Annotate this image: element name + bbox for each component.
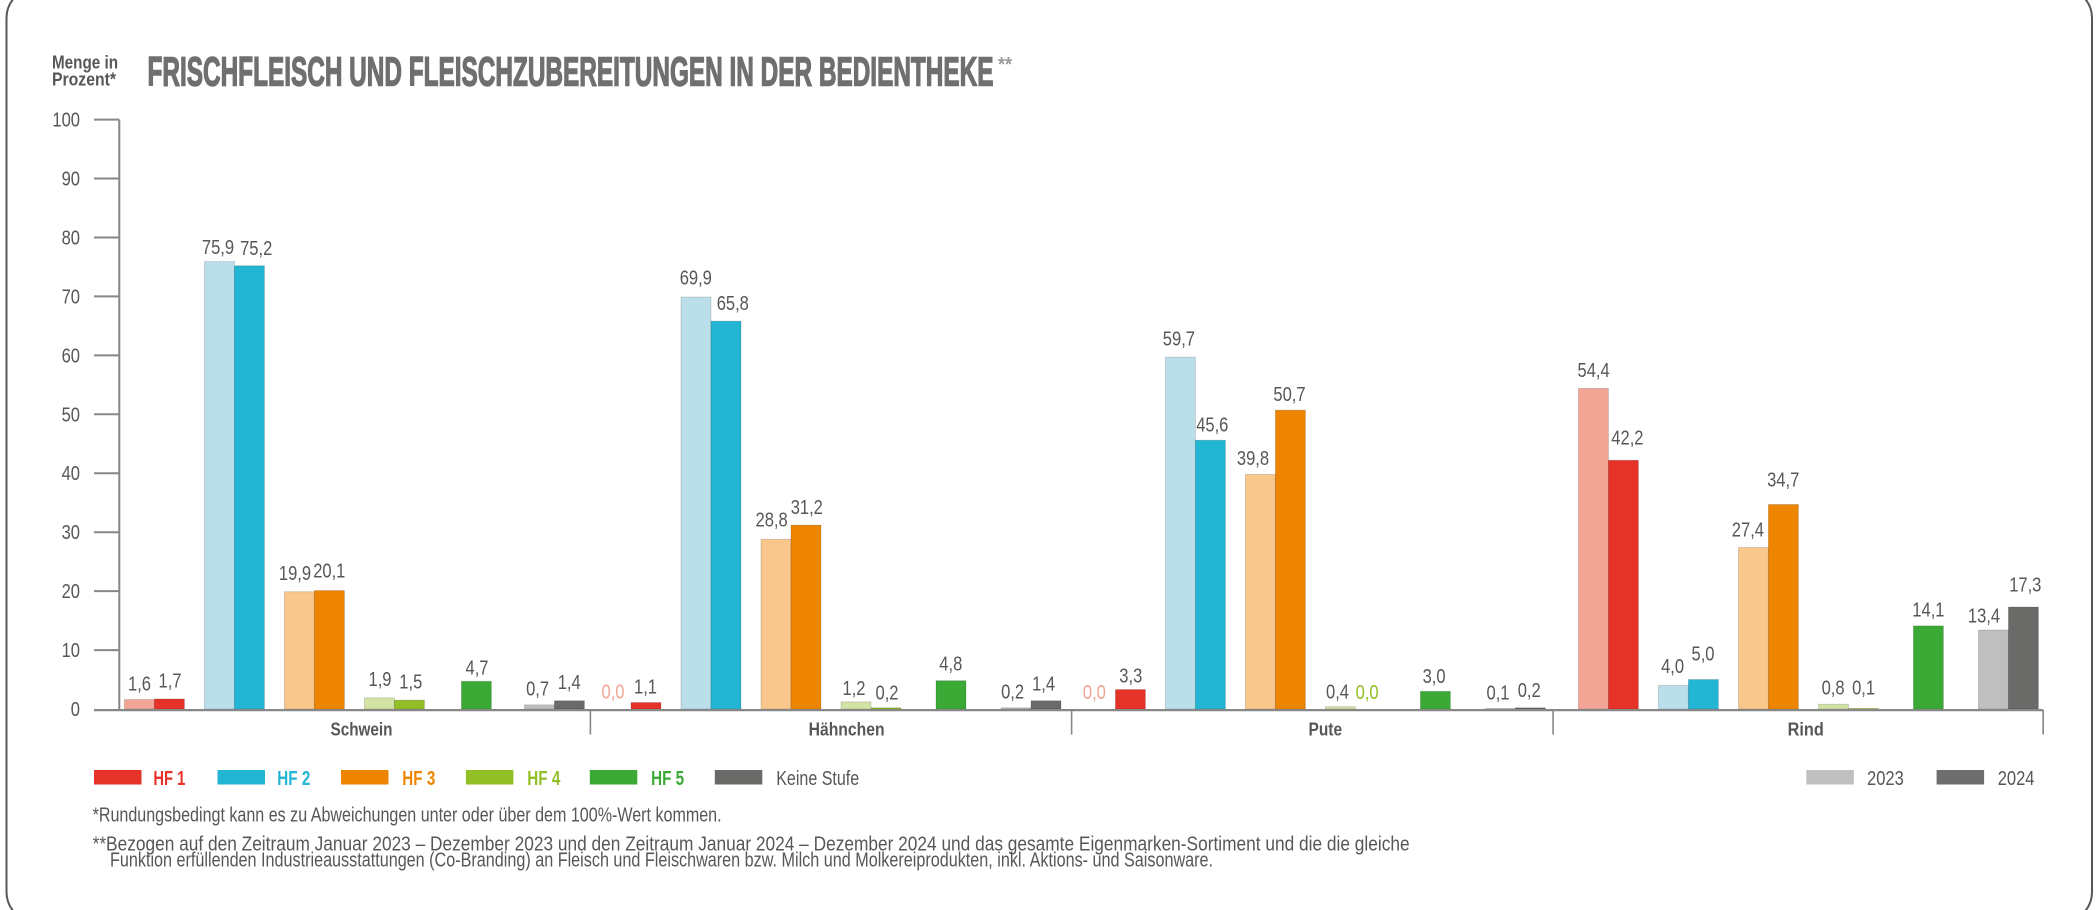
svg-text:0,8: 0,8 [1822,678,1845,700]
svg-text:Rind: Rind [1788,720,1824,740]
svg-text:80: 80 [62,228,80,250]
svg-text:60: 60 [62,345,80,367]
svg-text:54,4: 54,4 [1578,360,1610,382]
svg-text:1,4: 1,4 [558,672,581,694]
svg-text:75,2: 75,2 [240,238,272,260]
svg-text:17,3: 17,3 [2009,575,2041,597]
svg-text:75,9: 75,9 [202,237,234,259]
svg-text:34,7: 34,7 [1767,470,1799,492]
svg-text:20: 20 [62,581,80,603]
svg-text:70: 70 [62,286,80,308]
svg-text:*Rundungsbedingt kann es zu Ab: *Rundungsbedingt kann es zu Abweichungen… [93,805,722,827]
svg-text:10: 10 [62,640,80,662]
svg-text:31,2: 31,2 [791,497,823,519]
svg-text:0,2: 0,2 [1518,680,1541,702]
svg-text:1,7: 1,7 [159,670,182,692]
svg-text:Prozent*: Prozent* [52,70,116,90]
svg-text:28,8: 28,8 [756,509,788,531]
svg-text:0,0: 0,0 [1083,682,1106,704]
svg-text:2024: 2024 [1998,768,2035,790]
svg-text:100: 100 [52,110,80,132]
svg-text:0: 0 [71,699,80,721]
svg-text:5,0: 5,0 [1692,644,1715,666]
svg-text:0,0: 0,0 [602,682,625,704]
svg-text:4,8: 4,8 [939,653,962,675]
svg-text:20,1: 20,1 [313,560,345,582]
svg-text:Schwein: Schwein [331,720,393,740]
svg-text:**Bezogen auf den Zeitraum Jan: **Bezogen auf den Zeitraum Januar 2023 –… [93,833,1410,855]
svg-text:50: 50 [62,404,80,426]
svg-text:HF 5: HF 5 [651,768,684,790]
svg-text:3,0: 3,0 [1423,666,1446,688]
svg-text:2023: 2023 [1867,768,1904,790]
svg-text:45,6: 45,6 [1196,414,1228,436]
svg-text:HF 4: HF 4 [527,768,561,790]
svg-text:4,7: 4,7 [466,658,489,680]
svg-text:19,9: 19,9 [279,563,311,585]
svg-text:40: 40 [62,463,80,485]
svg-text:Pute: Pute [1309,720,1343,740]
svg-text:Funktion erfüllenden Industrie: Funktion erfüllenden Industrieausstattun… [110,850,1213,872]
svg-text:FRISCHFLEISCH UND FLEISCHZUBER: FRISCHFLEISCH UND FLEISCHZUBEREITUNGEN I… [148,49,994,95]
svg-text:0,7: 0,7 [526,679,549,701]
svg-text:1,1: 1,1 [634,677,657,699]
svg-text:1,4: 1,4 [1032,673,1055,695]
svg-text:HF 1: HF 1 [153,768,185,790]
svg-text:4,0: 4,0 [1661,656,1684,678]
svg-text:14,1: 14,1 [1912,599,1944,621]
svg-text:Keine Stufe: Keine Stufe [776,768,859,790]
svg-text:HF 3: HF 3 [402,768,435,790]
svg-text:0,2: 0,2 [1001,682,1024,704]
svg-text:1,5: 1,5 [399,671,422,693]
svg-text:39,8: 39,8 [1237,448,1269,470]
svg-text:1,9: 1,9 [369,669,392,691]
svg-text:Hähnchen: Hähnchen [809,720,885,740]
svg-text:0,1: 0,1 [1852,678,1875,700]
svg-text:0,4: 0,4 [1326,682,1349,704]
svg-text:90: 90 [62,169,80,191]
svg-text:69,9: 69,9 [680,267,712,289]
svg-text:0,0: 0,0 [1356,682,1379,704]
svg-text:13,4: 13,4 [1968,606,2000,628]
svg-text:50,7: 50,7 [1273,384,1305,406]
svg-text:**: ** [998,54,1012,76]
svg-text:65,8: 65,8 [717,293,749,315]
svg-text:1,6: 1,6 [128,673,151,695]
svg-text:0,2: 0,2 [876,683,899,705]
svg-text:27,4: 27,4 [1732,520,1764,542]
svg-text:59,7: 59,7 [1163,328,1195,350]
svg-text:30: 30 [62,522,80,544]
svg-text:0,1: 0,1 [1487,683,1510,705]
svg-text:Menge in: Menge in [52,52,118,72]
svg-text:42,2: 42,2 [1611,428,1643,450]
svg-text:1,2: 1,2 [843,678,866,700]
svg-text:3,3: 3,3 [1119,666,1142,688]
svg-text:HF 2: HF 2 [277,768,310,790]
